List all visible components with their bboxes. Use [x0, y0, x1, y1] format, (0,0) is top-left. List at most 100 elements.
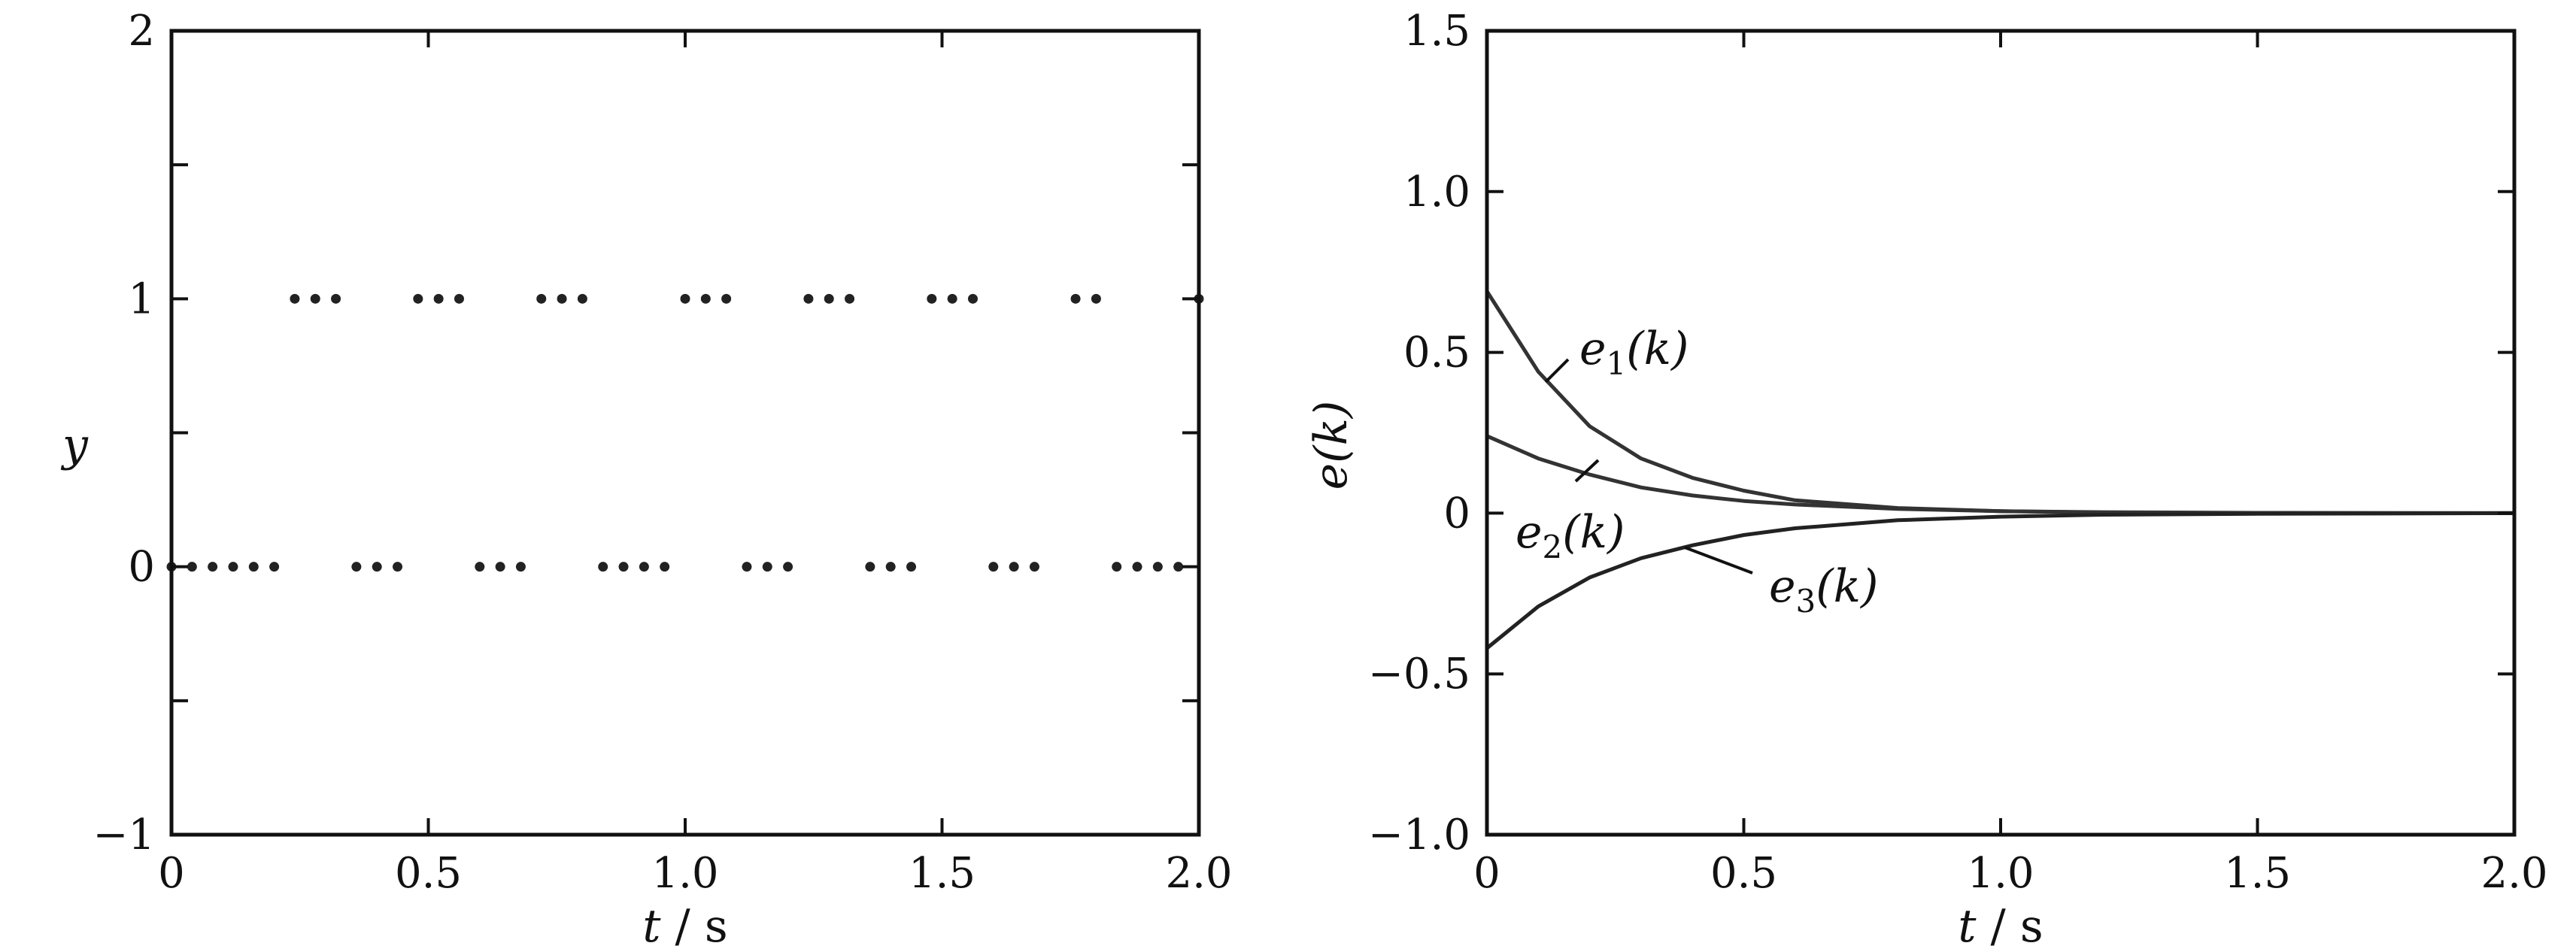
data-point — [1070, 293, 1081, 304]
data-point — [290, 293, 300, 304]
data-point — [988, 562, 999, 572]
data-point — [351, 562, 362, 572]
right-chart: 0 0.5 1.0 1.5 2.0−1.0−0.500.51.01.5 e(k) t /… — [1305, 7, 2548, 952]
right-y-axis-label: e(k) — [1305, 401, 1358, 490]
data-point — [495, 562, 505, 572]
data-point — [515, 562, 526, 572]
data-point — [639, 562, 649, 572]
c1-y-tick-label: 1.0 — [1403, 168, 1470, 217]
data-point — [927, 293, 937, 304]
c0-x-tick-label: 0 — [158, 849, 185, 898]
left-plot-frame — [169, 29, 1201, 837]
c1-y-tick-label: 0.5 — [1403, 329, 1470, 377]
data-point — [660, 562, 670, 572]
data-point — [783, 562, 793, 572]
data-point — [536, 293, 547, 304]
data-point — [372, 562, 382, 572]
c1-x-tick-label: 0 — [1473, 849, 1500, 898]
right-plot-frame — [1485, 29, 2517, 837]
data-point — [700, 293, 711, 304]
data-point — [269, 562, 280, 572]
data-point — [865, 562, 875, 572]
c0-x-tick-label: 1.5 — [909, 849, 975, 898]
data-point — [680, 293, 690, 304]
left-x-axis-label: t / s — [642, 900, 727, 952]
left-y-axis-label: y — [60, 419, 89, 471]
c1-x-tick-label: 1.5 — [2224, 849, 2291, 898]
right-y-axis-label-text: e(k) — [1305, 401, 1358, 490]
series-label-base: e — [1769, 560, 1796, 613]
data-point — [598, 562, 608, 572]
data-point — [1173, 562, 1184, 572]
series-2-leader-line — [1574, 459, 1600, 483]
right-x-axis-label-var: t — [1958, 900, 1977, 952]
series-1-label: e1(k) — [1579, 323, 1689, 382]
data-point — [393, 562, 403, 572]
data-point — [557, 293, 567, 304]
data-point — [618, 562, 629, 572]
left-points-layer — [166, 293, 1204, 572]
series-label-tail: (k) — [1816, 560, 1878, 613]
data-point — [947, 293, 957, 304]
data-point — [803, 293, 814, 304]
data-point — [248, 562, 259, 572]
data-point — [1009, 562, 1019, 572]
series-3-label: e3(k) — [1769, 560, 1878, 620]
data-point — [1152, 562, 1163, 572]
series-line-2 — [1485, 434, 2515, 515]
series-label-base: e — [1579, 323, 1607, 375]
data-point — [721, 293, 732, 304]
data-point — [433, 293, 444, 304]
data-point — [967, 293, 978, 304]
series-1-leader-line — [1544, 358, 1570, 384]
c1-x-tick-label: 1.0 — [1967, 849, 2034, 898]
left-x-axis-label-unit: / s — [660, 900, 727, 952]
right-x-axis-label-unit: / s — [1976, 900, 2043, 952]
data-point — [228, 562, 238, 572]
data-point — [762, 562, 772, 572]
data-point — [577, 293, 587, 304]
series-label-tail: (k) — [1626, 323, 1689, 375]
c1-y-tick-label: 1.5 — [1403, 7, 1470, 56]
data-point — [475, 562, 485, 572]
c0-y-tick-label: 0 — [128, 543, 155, 592]
series-3-leader-line — [1684, 546, 1753, 575]
left-x-axis-label-var: t — [642, 900, 661, 952]
data-point — [413, 293, 423, 304]
data-point — [187, 562, 197, 572]
c0-y-tick-label: 2 — [128, 7, 155, 56]
c0-y-tick-label: 1 — [128, 274, 155, 323]
data-point — [906, 562, 917, 572]
c0-y-tick-label: −1 — [93, 811, 155, 860]
data-point — [742, 562, 752, 572]
right-lines-layer — [1485, 290, 2515, 650]
series-2-label: e2(k) — [1516, 506, 1625, 565]
series-label-sub: 1 — [1607, 345, 1627, 382]
series-label-sub: 3 — [1796, 583, 1816, 620]
right-ticks-layer: 0 0.5 1.0 1.5 2.0 −1.0 −0.5 0 0.5 1.0 1.5 — [1368, 7, 2548, 898]
data-point — [208, 562, 218, 572]
c1-y-tick-label: 0 — [1443, 489, 1470, 538]
series-line-3 — [1485, 511, 2515, 650]
data-point — [1091, 293, 1101, 304]
series-label-tail: (k) — [1562, 506, 1625, 559]
data-point — [885, 562, 896, 572]
series-annotations: e1(k)e2(k)e3(k) — [1516, 323, 1878, 620]
c1-y-tick-label: −0.5 — [1368, 650, 1470, 699]
right-x-axis-label: t / s — [1958, 900, 2043, 952]
c0-x-tick-label: 1.0 — [651, 849, 718, 898]
data-point — [310, 293, 320, 304]
c0-x-tick-label: 0.5 — [395, 849, 462, 898]
data-point — [454, 293, 464, 304]
data-point — [331, 293, 341, 304]
series-label-sub: 2 — [1543, 529, 1563, 565]
data-point — [1029, 562, 1039, 572]
c1-x-tick-label: 2.0 — [2480, 849, 2547, 898]
series-label-base: e — [1516, 506, 1543, 559]
c1-y-tick-label: −1.0 — [1368, 811, 1470, 860]
c1-x-tick-label: 0.5 — [1710, 849, 1777, 898]
data-point — [1112, 562, 1122, 572]
